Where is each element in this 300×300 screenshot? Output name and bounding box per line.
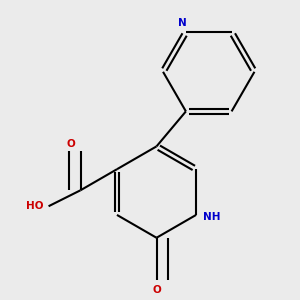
- Text: N: N: [178, 18, 186, 28]
- Text: O: O: [152, 285, 161, 295]
- Text: NH: NH: [202, 212, 220, 222]
- Text: O: O: [67, 139, 76, 149]
- Text: HO: HO: [26, 201, 44, 211]
